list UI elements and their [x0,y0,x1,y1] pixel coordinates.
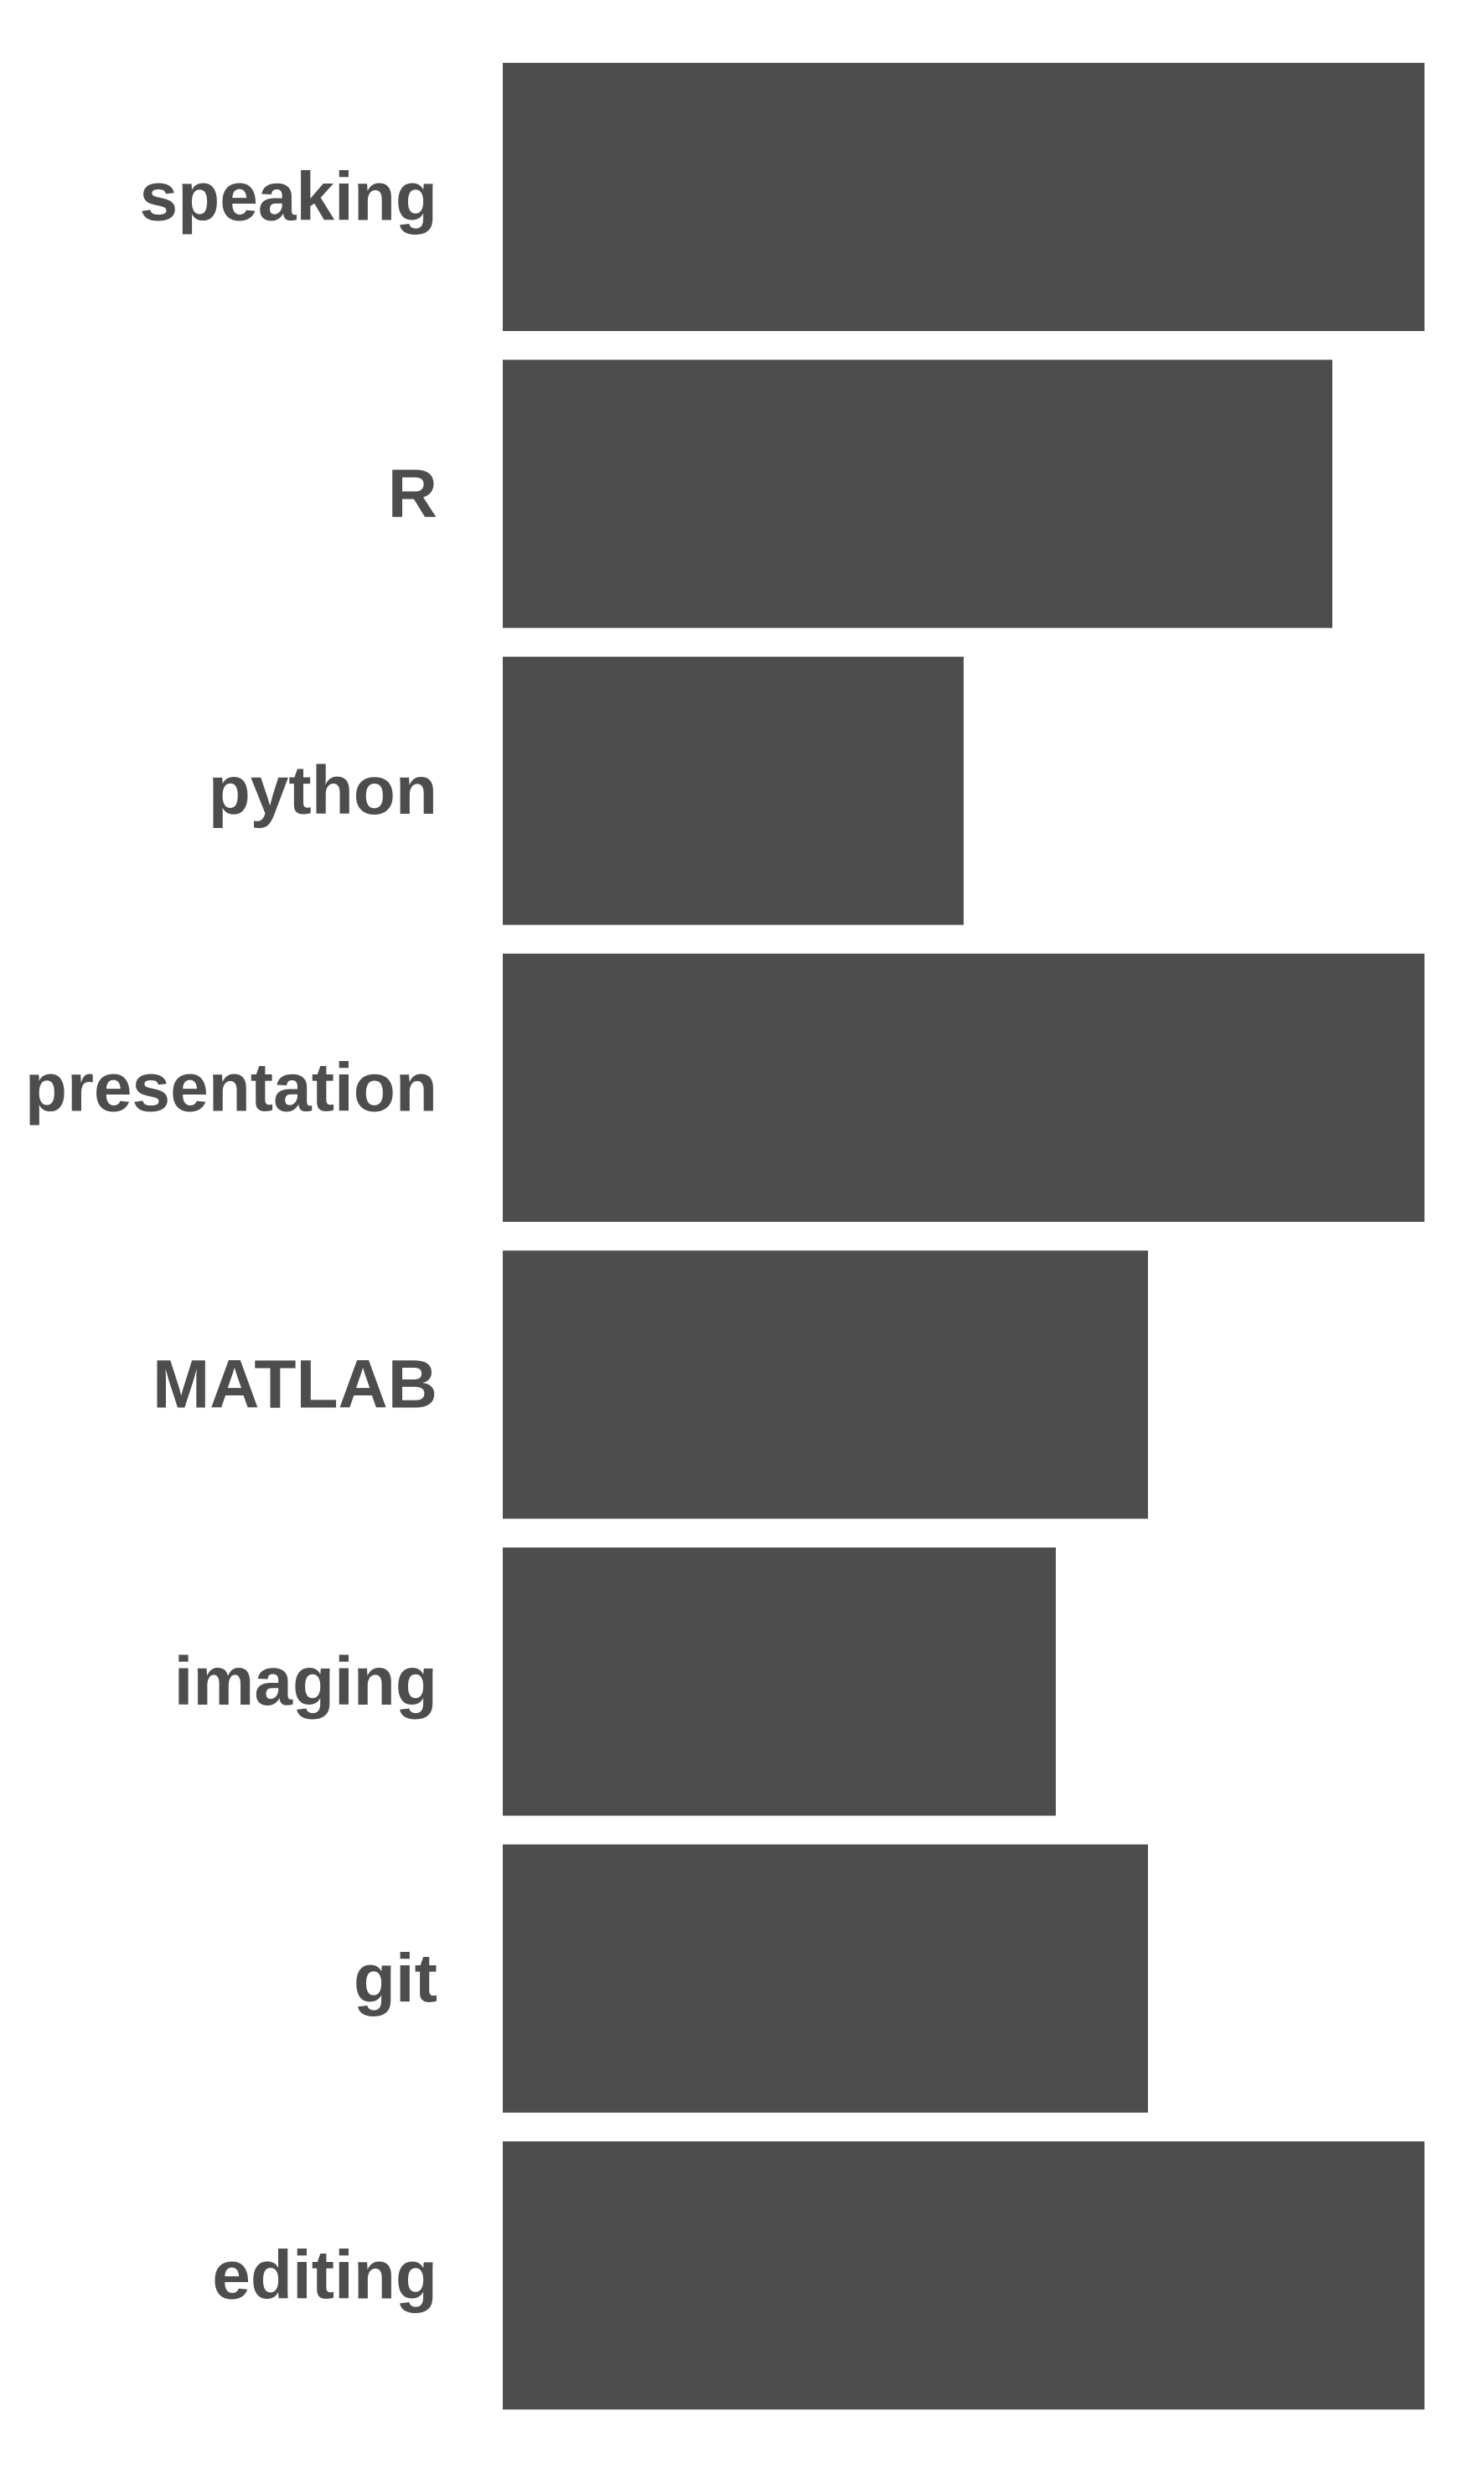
category-label-r: R [388,456,437,532]
category-label-python: python [209,753,437,829]
category-label-git: git [354,1940,437,2016]
category-label-editing: editing [212,2238,437,2314]
bar-presentation [503,953,1425,1222]
bar-editing [503,2141,1425,2410]
bar-r [503,360,1332,629]
bar-git [503,1844,1148,2113]
bar-speaking [503,63,1425,331]
category-label-matlab: MATLAB [153,1347,437,1423]
category-label-presentation: presentation [25,1049,437,1126]
bar-group [503,63,1425,2410]
bar-python [503,656,964,925]
category-label-imaging: imaging [174,1643,437,1720]
category-label-speaking: speaking [140,159,437,235]
bar-imaging [503,1547,1056,1816]
bar-matlab [503,1250,1148,1519]
